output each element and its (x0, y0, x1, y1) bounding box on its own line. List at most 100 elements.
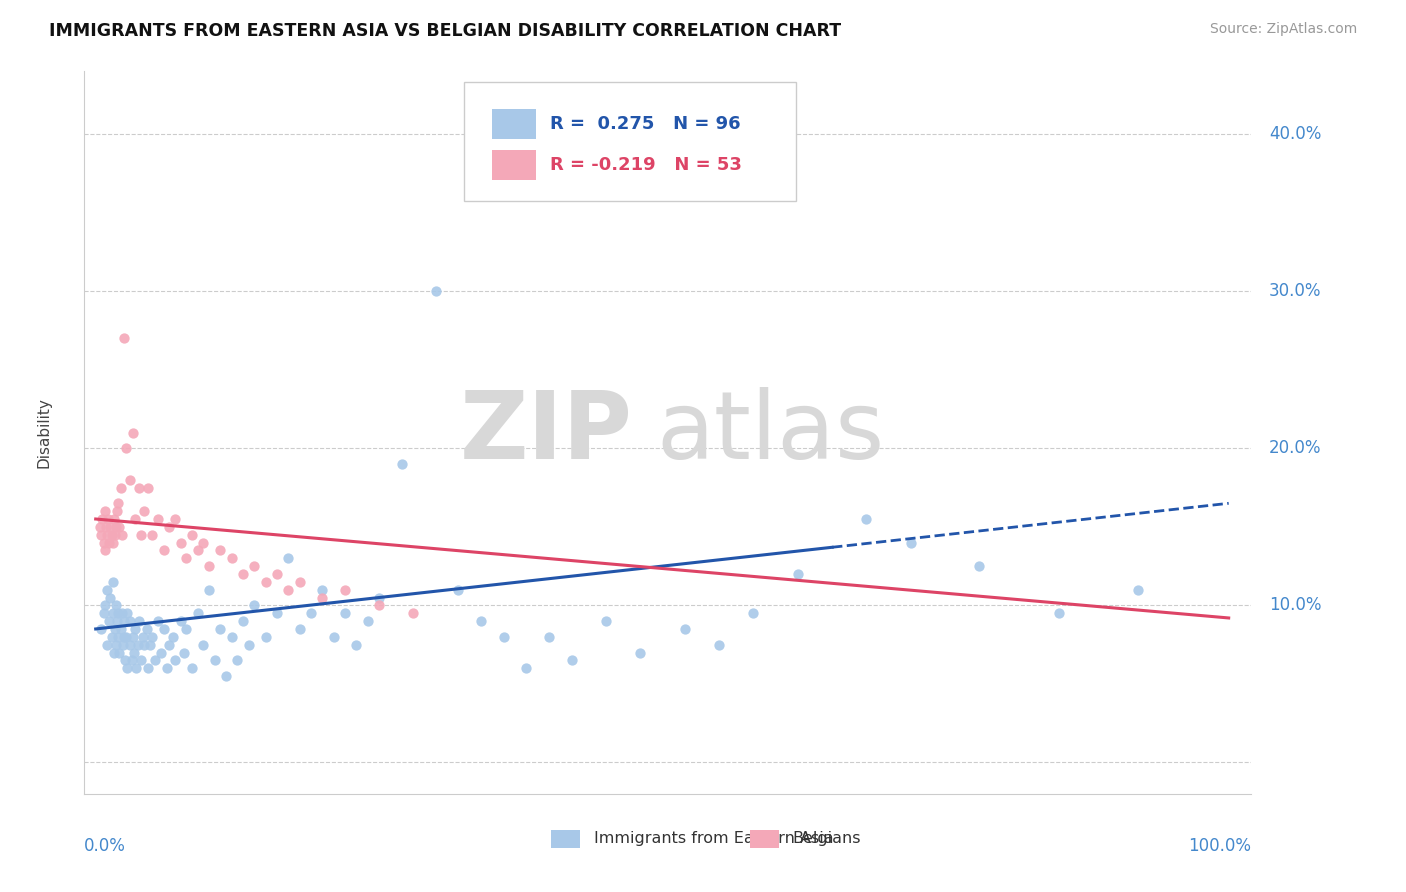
Point (162, 630, 184, 644)
FancyBboxPatch shape (551, 830, 581, 848)
Point (93, 535, 115, 549)
Point (299, 607, 322, 621)
Point (134, 638, 156, 652)
Point (368, 591, 391, 605)
FancyBboxPatch shape (492, 109, 536, 139)
Point (209, 543, 232, 558)
Point (108, 520, 131, 534)
Text: R =  0.275   N = 96: R = 0.275 N = 96 (550, 115, 741, 133)
Point (100, 527, 122, 541)
Point (96, 638, 118, 652)
Point (537, 630, 560, 644)
Point (181, 527, 204, 541)
Point (146, 614, 169, 628)
Text: IMMIGRANTS FROM EASTERN ASIA VS BELGIAN DISABILITY CORRELATION CHART: IMMIGRANTS FROM EASTERN ASIA VS BELGIAN … (49, 22, 841, 40)
Point (132, 630, 155, 644)
Point (124, 512, 146, 526)
Point (97, 512, 120, 526)
Point (100, 630, 122, 644)
Text: R = -0.219   N = 53: R = -0.219 N = 53 (550, 156, 742, 174)
Point (94, 504, 117, 518)
Point (136, 481, 159, 495)
Point (121, 653, 143, 667)
Point (94, 520, 117, 534)
Point (209, 622, 232, 636)
Point (311, 591, 333, 605)
Point (94, 543, 117, 558)
Point (118, 638, 141, 652)
FancyBboxPatch shape (464, 82, 796, 202)
Point (111, 607, 134, 621)
Point (232, 566, 254, 581)
Point (117, 661, 139, 675)
Point (595, 614, 617, 628)
Point (628, 646, 651, 660)
Point (103, 646, 125, 660)
Point (425, 285, 447, 299)
Point (254, 574, 277, 589)
Point (146, 512, 169, 526)
FancyBboxPatch shape (492, 150, 536, 180)
Point (1126, 582, 1149, 597)
Point (135, 622, 157, 636)
Point (89, 520, 111, 534)
Text: 20.0%: 20.0% (1268, 440, 1322, 458)
Point (176, 551, 198, 566)
Point (105, 599, 128, 613)
Point (101, 607, 124, 621)
Point (900, 535, 922, 549)
Point (94, 599, 117, 613)
Point (101, 574, 124, 589)
Point (288, 574, 311, 589)
Point (134, 504, 156, 518)
Point (855, 512, 877, 526)
Point (447, 582, 470, 597)
Point (333, 582, 356, 597)
Point (243, 559, 266, 574)
Point (152, 543, 174, 558)
Point (515, 661, 537, 675)
Point (221, 630, 243, 644)
Point (198, 559, 221, 574)
Point (204, 653, 226, 667)
Point (118, 614, 141, 628)
Point (98, 535, 121, 549)
Point (143, 653, 166, 667)
Point (115, 630, 138, 644)
Point (163, 512, 186, 526)
Point (100, 591, 122, 605)
Point (141, 630, 163, 644)
Point (105, 520, 128, 534)
Point (673, 622, 696, 636)
Point (112, 614, 135, 628)
Point (129, 653, 152, 667)
Point (266, 566, 288, 581)
Point (311, 582, 333, 597)
Point (561, 653, 583, 667)
Point (187, 607, 209, 621)
Point (322, 630, 344, 644)
Point (157, 520, 180, 534)
Point (163, 653, 186, 667)
Point (111, 638, 134, 652)
Point (111, 527, 134, 541)
Text: Belgians: Belgians (793, 831, 862, 847)
Point (277, 551, 299, 566)
Point (969, 559, 991, 574)
Text: 100.0%: 100.0% (1188, 838, 1251, 855)
Point (1047, 607, 1070, 621)
Point (181, 661, 204, 675)
Point (787, 566, 810, 581)
Point (288, 622, 311, 636)
Point (215, 669, 238, 683)
Point (107, 607, 129, 621)
Point (193, 638, 215, 652)
Point (105, 504, 128, 518)
Point (98, 614, 121, 628)
Point (124, 622, 146, 636)
Point (277, 582, 299, 597)
Point (118, 473, 141, 487)
Point (114, 653, 136, 667)
Point (169, 535, 191, 549)
Point (139, 638, 162, 652)
